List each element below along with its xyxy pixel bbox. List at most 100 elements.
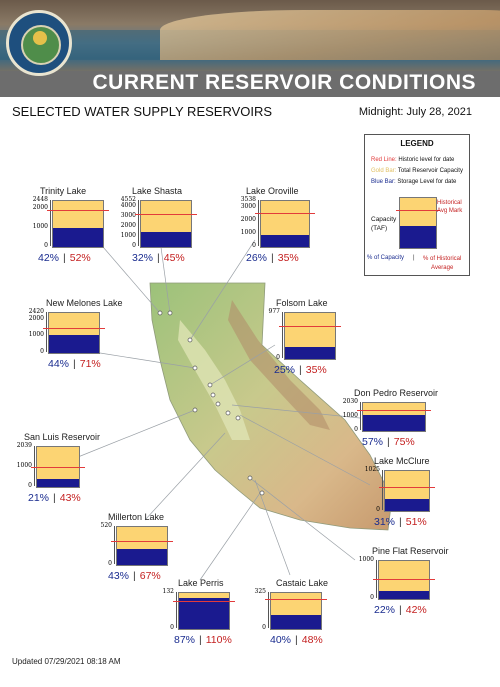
reservoir-chart: San Luis Reservoir 2039 1000 0 21% | 43%	[6, 432, 100, 536]
sierra-range	[228, 300, 330, 430]
header-banner: CURRENT RESERVOIR CONDITIONS	[0, 0, 500, 97]
percent-of-historical: 35%	[277, 252, 299, 264]
reservoir-chart: Don Pedro Reservoir 2030 1000 0 57% | 75%	[332, 388, 438, 480]
y-tick-label: 0	[28, 482, 32, 489]
legend-blue-row: Blue Bar: Storage Level for date	[371, 179, 456, 185]
california-shape	[149, 282, 393, 531]
y-tick-label: 1025	[364, 466, 380, 473]
y-axis	[282, 312, 283, 358]
legend-gold-text: Total Reservoir Capacity	[397, 168, 463, 174]
reservoir-chart: Lake McClure 1025 0 31% | 51%	[354, 456, 438, 560]
legend-sample-box	[396, 197, 440, 249]
y-tick-label: 2000	[120, 221, 136, 229]
y-tick-label: 0	[252, 242, 256, 249]
percent-of-historical: 67%	[139, 570, 161, 582]
y-axis	[50, 200, 51, 246]
updated-timestamp: Updated 07/29/2021 08:18 AM	[12, 657, 121, 666]
y-axis	[34, 446, 35, 486]
reservoir-name: New Melones Lake	[46, 298, 123, 308]
percent-separator: |	[73, 358, 76, 370]
reservoir-chart: Pine Flat Reservoir 1000 0 22% | 42%	[348, 546, 449, 648]
historic-level-line	[373, 579, 435, 580]
legend-gold-key: Gold Bar:	[371, 168, 397, 174]
legend-capacity-label-1: Capacity	[371, 216, 397, 223]
reservoir-chart: New Melones Lake 2420 2000 1000 0 44% | 71%	[18, 298, 123, 402]
percent-of-capacity: 25%	[274, 364, 296, 376]
historic-level-line	[357, 410, 431, 411]
y-tick-label: 1000	[28, 331, 44, 339]
reservoir-name: Millerton Lake	[108, 512, 165, 522]
page-title: SELECTED WATER SUPPLY RESERVOIRS	[12, 104, 273, 119]
reservoir-chart: Millerton Lake 520 0 43% | 67%	[86, 512, 176, 614]
historic-level-line	[111, 541, 173, 542]
legend-historical-label-1: Historical	[437, 200, 462, 206]
y-tick-label: 4552	[120, 196, 136, 203]
legend-foot-historical-2: Average	[431, 265, 454, 271]
reservoir-markers	[157, 310, 265, 496]
reservoir-chart: Lake Oroville 3538 3000 2000 1000 0 26% | 35%	[230, 186, 318, 296]
reservoir-bar-frame	[279, 312, 341, 360]
reservoir-bar-frame	[31, 446, 85, 488]
reservoir-name: Pine Flat Reservoir	[372, 546, 449, 556]
y-tick-label: 0	[376, 506, 380, 513]
seal-emblem	[21, 25, 61, 65]
storage-bar	[53, 228, 103, 247]
historic-level-line	[379, 487, 435, 488]
percent-separator: |	[295, 634, 298, 646]
legend-historical-label-2: Avg Mark	[437, 208, 463, 214]
legend-blue-text: Storage Level for date	[397, 179, 457, 185]
y-tick-label: 2039	[16, 442, 32, 449]
historic-level-line	[135, 214, 197, 215]
reservoir-name: Lake McClure	[374, 456, 430, 466]
y-tick-label: 3000	[240, 202, 256, 210]
reservoir-name: Castaic Lake	[276, 578, 329, 588]
y-tick-label: 2420	[28, 308, 44, 315]
percent-of-historical: 110%	[205, 634, 232, 646]
storage-bar	[179, 598, 229, 629]
percent-of-capacity: 32%	[132, 252, 154, 264]
leader-lines	[77, 239, 371, 581]
y-tick-label: 0	[262, 624, 266, 631]
historic-level-line	[173, 601, 235, 602]
y-tick-label: 1000	[120, 231, 136, 239]
percent-of-capacity: 22%	[374, 604, 396, 616]
legend-red-key: Red Line:	[371, 157, 397, 163]
y-tick-label: 2448	[32, 196, 48, 203]
percent-of-historical: 75%	[393, 436, 415, 448]
percent-of-historical: 51%	[405, 516, 427, 528]
storage-bar	[385, 499, 429, 511]
legend-foot-historical-1: % of Historical	[423, 256, 462, 262]
percent-separator: |	[299, 364, 302, 376]
percent-separator: |	[199, 634, 202, 646]
percent-of-historical: 48%	[301, 634, 323, 646]
percent-of-historical: 71%	[79, 358, 101, 370]
storage-bar	[261, 235, 309, 247]
reservoir-percentages: 22% | 42%	[374, 604, 427, 616]
y-tick-label: 2000	[240, 215, 256, 223]
legend-sample-historic	[396, 210, 440, 211]
percent-of-historical: 42%	[405, 604, 427, 616]
y-tick-label: 520	[100, 522, 112, 529]
percent-of-capacity: 87%	[174, 634, 196, 646]
reservoir-bar-frame	[173, 592, 235, 630]
reservoir-percentages: 25% | 35%	[274, 364, 327, 376]
legend-capacity-label-2: (TAF)	[371, 225, 388, 232]
banner-title-band	[0, 71, 500, 97]
storage-bar	[117, 549, 167, 565]
storage-bar	[379, 591, 429, 599]
y-tick-label: 1000	[358, 556, 374, 563]
percent-of-capacity: 57%	[362, 436, 384, 448]
reservoir-chart: Lake Perris 132 0 87% | 110%	[148, 578, 238, 678]
percent-separator: |	[53, 492, 56, 504]
reservoir-percentages: 87% | 110%	[174, 634, 232, 646]
percent-separator: |	[157, 252, 160, 264]
reservoir-bar-frame	[357, 402, 431, 432]
reservoir-name: Lake Oroville	[246, 186, 299, 196]
report-date: Midnight: July 28, 2021	[358, 106, 472, 118]
y-tick-label: 0	[44, 242, 48, 249]
reservoir-bar-frame	[373, 560, 435, 600]
legend-foot-separator: |	[413, 255, 415, 261]
percent-separator: |	[63, 252, 66, 264]
y-axis	[46, 312, 47, 352]
